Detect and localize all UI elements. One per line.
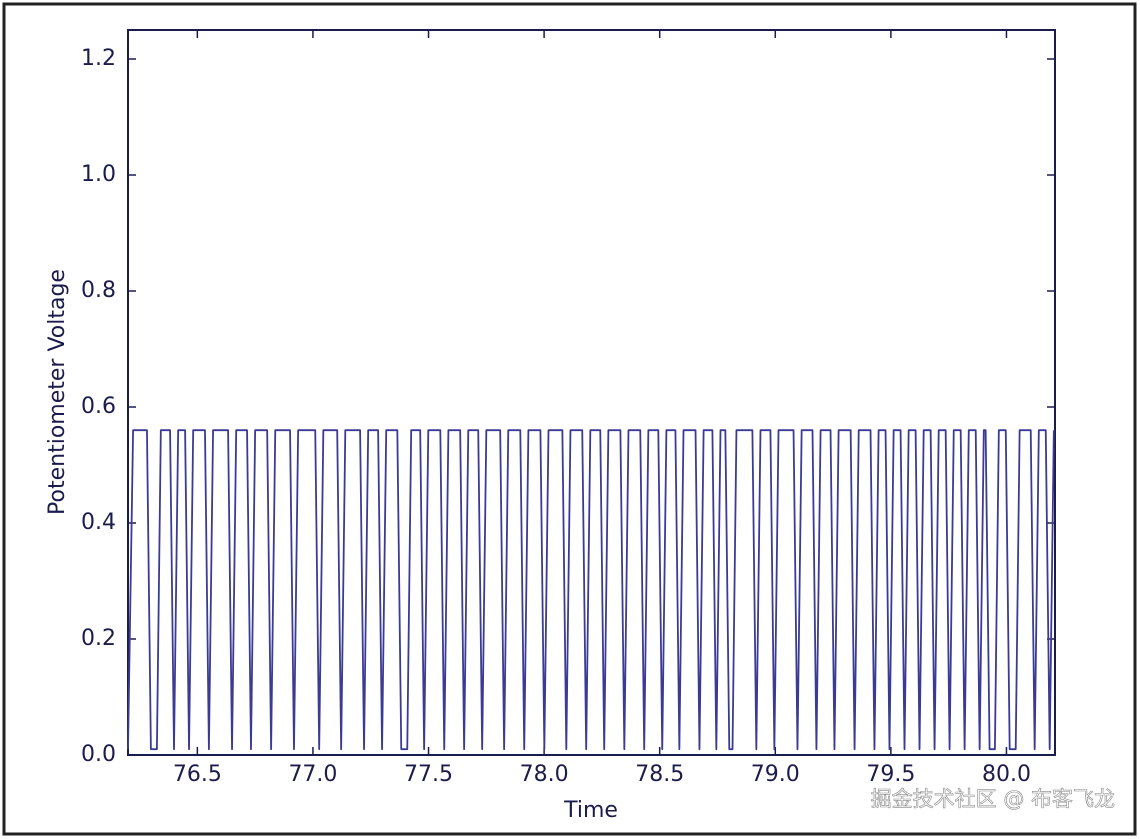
data-line — [127, 429, 1055, 751]
x-tick-label: 78.0 — [520, 762, 569, 787]
y-tick-label: 0.0 — [81, 742, 116, 767]
y-tick-label: 0.2 — [81, 626, 116, 651]
x-tick-label: 77.5 — [404, 762, 453, 787]
x-axis-label: Time — [563, 798, 618, 823]
x-tick-label: 77.0 — [288, 762, 337, 787]
y-tick-label: 0.4 — [81, 510, 116, 535]
plot-area — [127, 29, 1056, 756]
x-tick-label: 78.5 — [635, 762, 684, 787]
y-tick-label: 0.8 — [81, 278, 116, 303]
x-tick-label: 79.0 — [751, 762, 800, 787]
x-tick-label: 79.5 — [866, 762, 915, 787]
y-tick-label: 1.0 — [81, 162, 116, 187]
watermark: 掘金技术社区 @ 布客飞龙 — [871, 787, 1115, 811]
y-tick-label: 1.2 — [81, 46, 116, 71]
y-axis-label: Potentiometer Voltage — [45, 269, 70, 515]
y-tick-label: 0.6 — [81, 394, 116, 419]
x-tick-label: 76.5 — [173, 762, 222, 787]
x-tick-label: 80.0 — [982, 762, 1031, 787]
